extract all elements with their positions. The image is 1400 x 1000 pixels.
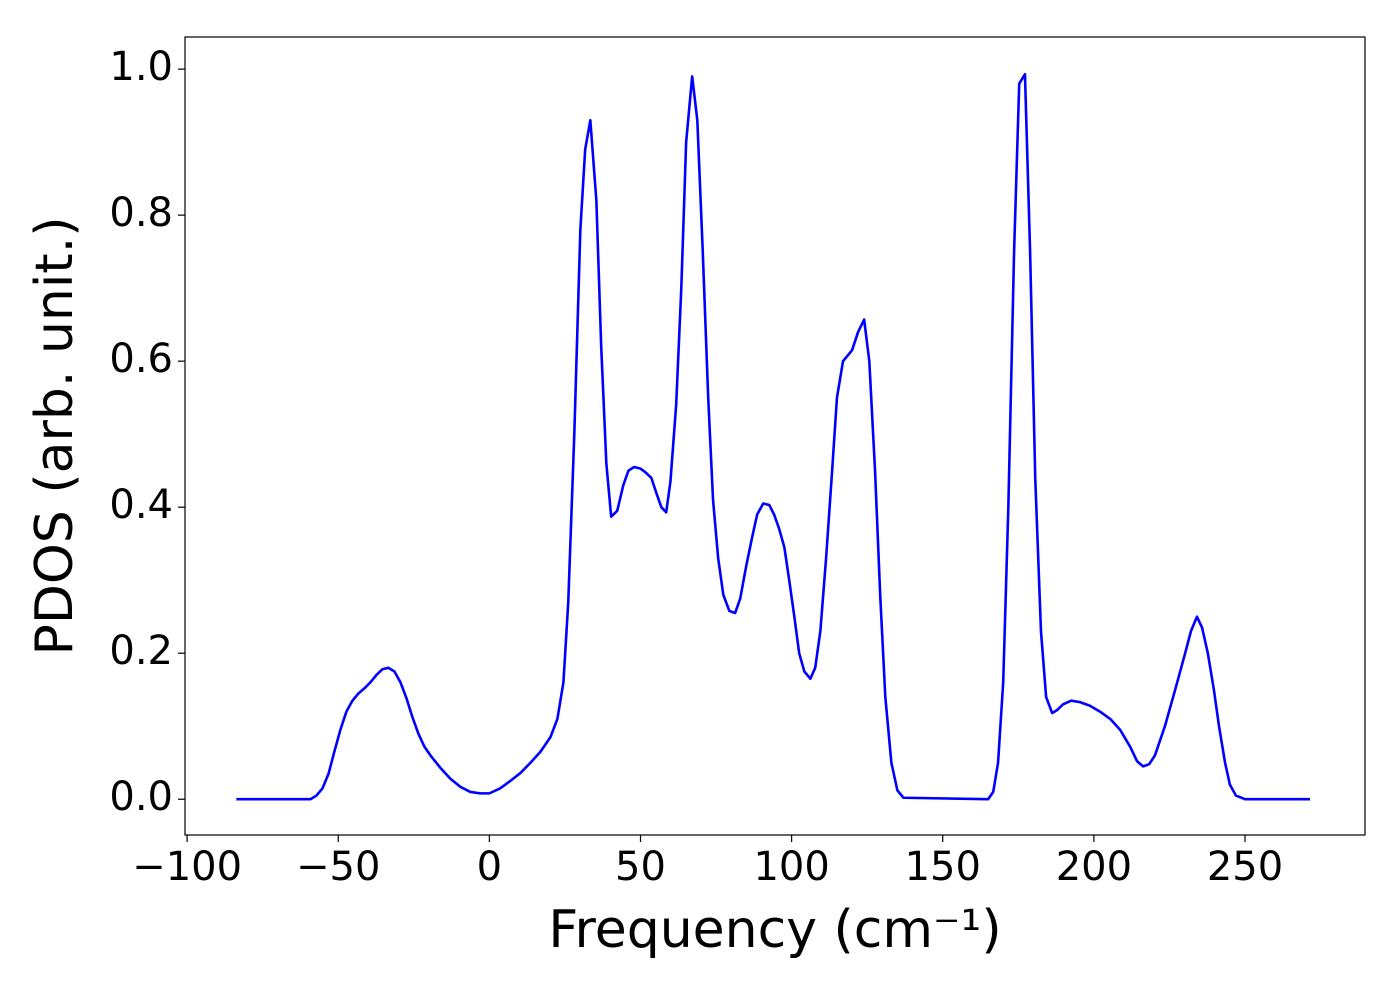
y-tick-label: 0.6 bbox=[109, 336, 173, 382]
y-tick-label: 0.0 bbox=[109, 774, 173, 820]
x-axis-label: Frequency (cm⁻¹) bbox=[548, 900, 1001, 960]
y-tick-label: 0.2 bbox=[109, 628, 173, 674]
x-tick-label: 0 bbox=[477, 844, 502, 890]
x-tick-label: −50 bbox=[296, 844, 380, 890]
x-tick-label: −100 bbox=[132, 844, 242, 890]
x-tick-label: 100 bbox=[753, 844, 829, 890]
x-tick-label: 150 bbox=[905, 844, 981, 890]
y-tick-label: 0.8 bbox=[109, 190, 173, 236]
data-line bbox=[236, 72, 1310, 801]
plot-frame bbox=[184, 36, 1366, 836]
x-tick-label: 200 bbox=[1056, 844, 1132, 890]
y-tick-label: 0.4 bbox=[109, 482, 173, 528]
y-tick-label: 1.0 bbox=[109, 44, 173, 90]
y-axis-label: PDOS (arb. unit.) bbox=[25, 216, 85, 655]
x-tick-label: 50 bbox=[615, 844, 666, 890]
x-tick-label: 250 bbox=[1207, 844, 1283, 890]
